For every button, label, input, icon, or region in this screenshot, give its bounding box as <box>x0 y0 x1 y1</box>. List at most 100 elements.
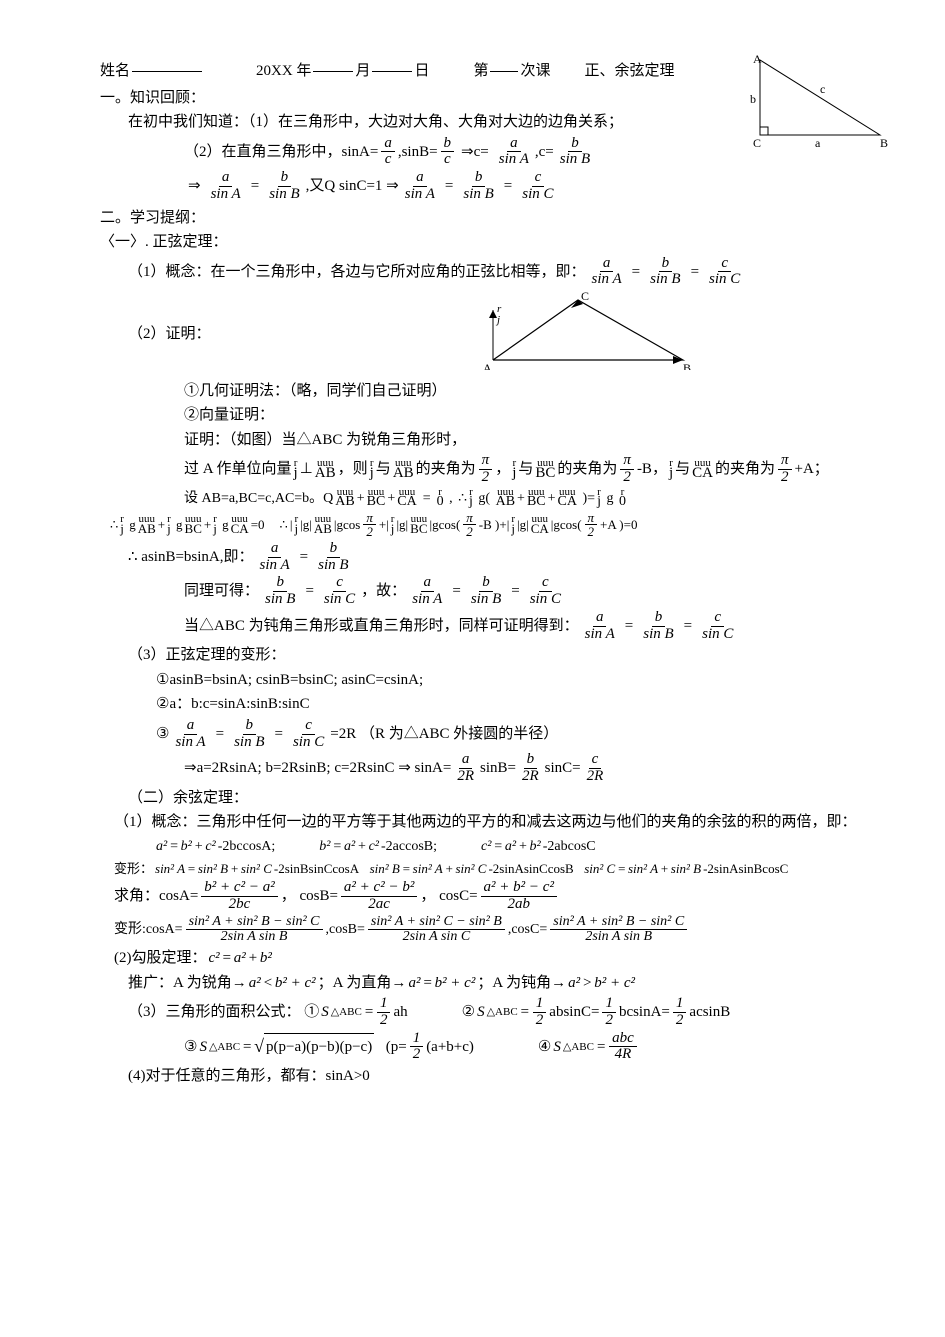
t: ,cosC= <box>508 919 547 940</box>
s2-p2b: ②向量证明： <box>184 404 865 427</box>
ca: CA <box>531 524 549 533</box>
b2: b² <box>181 836 192 857</box>
d: sin C <box>699 627 736 643</box>
gt: > <box>582 972 592 995</box>
s2-p1: （1）概念：在一个三角形中，各边与它所对应角的正弦比相等，即： asin A =… <box>128 256 865 289</box>
eq: = <box>520 1001 530 1024</box>
s2-q6: （3）三角形的面积公式： ① S△ABC = 12 ah ② S△ABC = 1… <box>128 996 865 1029</box>
t: 求角：cosA= <box>114 885 198 908</box>
bc: BC <box>410 524 427 533</box>
t: sin² C <box>241 859 272 879</box>
t: sin² C <box>455 859 486 879</box>
p: + <box>518 836 527 857</box>
b2c2: b² + c² <box>435 972 476 995</box>
t: (a+b+c) <box>426 1036 474 1059</box>
s: S <box>321 1001 329 1024</box>
num: a <box>381 136 395 153</box>
d: 2 <box>585 525 598 539</box>
ab: AB <box>314 524 332 533</box>
eq: = <box>419 488 435 509</box>
p: + <box>158 515 165 535</box>
j: j <box>167 524 171 533</box>
imp: ⇒ <box>184 175 205 198</box>
name-blank[interactable] <box>132 71 202 72</box>
s1-l2-mid: ,sinB= <box>398 141 438 164</box>
b2: b² <box>260 947 272 970</box>
j: j <box>512 468 516 479</box>
n: π <box>479 453 493 470</box>
n: c <box>302 718 315 735</box>
d: 2ab <box>505 897 534 913</box>
n: sin² A + sin² C − sin² B <box>368 915 505 931</box>
svg-text:A: A <box>483 361 492 370</box>
s2-p2a: ①几何证明法：（略，同学们自己证明） <box>184 380 865 403</box>
d: 2 <box>363 525 376 539</box>
num: a <box>507 136 521 153</box>
s2-p1-text: （1）概念：在一个三角形中，各边与它所对应角的正弦比相等，即： <box>128 261 586 284</box>
ab: AB <box>138 524 156 533</box>
d: 2 <box>533 1013 547 1029</box>
sub: △ABC <box>209 1039 240 1056</box>
month-blank[interactable] <box>313 71 353 72</box>
eq: = <box>332 836 341 857</box>
t: 变形： <box>114 859 153 879</box>
t: (p= <box>386 1036 407 1059</box>
a2: a² <box>156 836 167 857</box>
s2-q7: ③ S△ABC = √p(p−a)(p−b)(p−c) (p= 12 (a+b+… <box>184 1031 865 1064</box>
n: a² + b² − c² <box>481 880 557 897</box>
j: j <box>469 497 473 507</box>
d: 2 <box>463 525 476 539</box>
d: sin B <box>231 735 267 751</box>
n: b <box>327 541 341 558</box>
j: j <box>120 524 124 533</box>
t: absinC= <box>549 1001 599 1024</box>
d: 2ac <box>365 897 393 913</box>
s1-l3-mid: ,又Q sinC=1 ⇒ <box>306 175 399 198</box>
den: sin C <box>519 187 556 203</box>
t: 的夹角为 <box>715 458 775 481</box>
sub: △ABC <box>563 1039 594 1056</box>
den: sin B <box>647 272 683 288</box>
num: b <box>278 170 292 187</box>
a2: a² <box>234 947 246 970</box>
d: sin A <box>172 735 208 751</box>
bc: BC <box>527 497 546 507</box>
day-blank[interactable] <box>372 71 412 72</box>
sqrt-body: p(p−a)(p−b)(p−c) <box>264 1033 374 1060</box>
n: π <box>778 453 792 470</box>
s2-p2: （2）证明： <box>128 323 211 346</box>
d: sin B <box>640 627 676 643</box>
b2c2: b² + c² <box>275 972 316 995</box>
d: sin C <box>290 735 327 751</box>
class-blank[interactable] <box>490 71 518 72</box>
t: sin² B <box>671 859 701 879</box>
eq: = <box>687 261 703 284</box>
s2-p2d: 过 A 作单位向量 rj ⊥ uuuAB ，则 rj 与 uuuAB 的夹角为 … <box>184 453 865 486</box>
s2-p3a: ①asinB=bsinA; csinB=bsinC; asinC=csinA; <box>156 669 865 692</box>
den: c <box>382 152 395 168</box>
num: c <box>718 256 731 273</box>
s: S <box>199 1036 207 1059</box>
t: sinB= <box>480 757 516 780</box>
eq: = <box>212 723 228 746</box>
eq: = <box>242 1036 252 1059</box>
den: sin A <box>496 152 532 168</box>
z: 0 <box>437 497 444 507</box>
svg-text:a: a <box>815 136 821 150</box>
svg-text:C: C <box>753 136 761 150</box>
t: ；A 为钝角→ <box>477 972 566 995</box>
eq: = <box>500 175 516 198</box>
num: a <box>413 170 427 187</box>
t: -B， <box>637 458 667 481</box>
b2: b² <box>319 836 330 857</box>
j: j <box>370 468 374 479</box>
eq: = <box>222 947 232 970</box>
ab: AB <box>335 497 354 507</box>
eq: = <box>493 836 502 857</box>
j: j <box>213 524 217 533</box>
triangle-j-figure: A B C r j <box>483 290 703 370</box>
d: 2R <box>519 769 542 785</box>
n: π <box>463 511 476 526</box>
d: 2R <box>584 769 607 785</box>
p: + <box>517 488 525 509</box>
